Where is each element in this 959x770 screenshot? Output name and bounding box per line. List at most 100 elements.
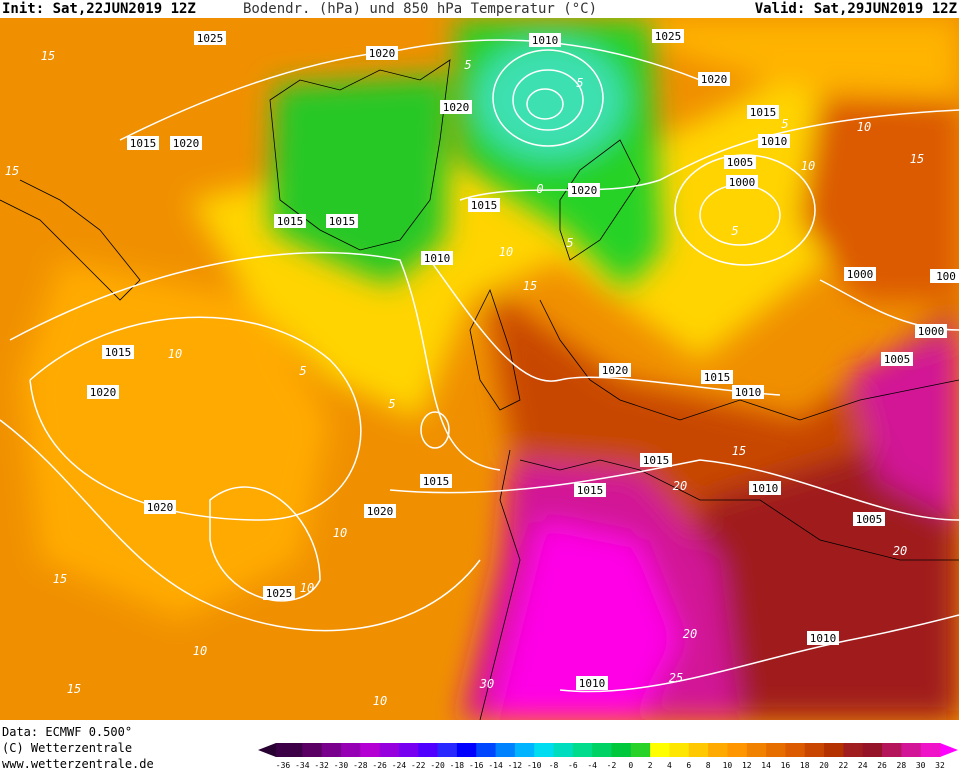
isobar-label: 1025 <box>655 30 682 43</box>
temperature-label: 10 <box>300 581 314 595</box>
isobar-label-box <box>724 155 756 169</box>
temperature-label: 0 <box>536 182 543 196</box>
temperature-label: 5 <box>781 117 788 131</box>
temperature-label: 15 <box>53 572 67 586</box>
isobar-label-box <box>807 631 839 645</box>
isobar-label-box <box>440 100 472 114</box>
isobar-label-box <box>930 269 959 283</box>
isobar-label-box <box>102 345 134 359</box>
colorbar-segment <box>630 743 651 757</box>
isobar-label-box <box>263 586 295 600</box>
colorbar-segment <box>398 743 419 757</box>
map <box>0 18 959 720</box>
colorbar-tick-label: 12 <box>742 761 752 770</box>
isobar-label: 1020 <box>173 137 200 150</box>
isobar-label-box <box>170 136 202 150</box>
colorbar-segment <box>824 743 844 757</box>
colorbar-tick-label: 16 <box>781 761 791 770</box>
colorbar-tick-label: -14 <box>488 761 503 770</box>
isobar-label-box <box>640 453 672 467</box>
isobar-label: 1025 <box>266 587 293 600</box>
isobar-label-box <box>599 363 631 377</box>
isobar-label: 1005 <box>727 156 754 169</box>
isobar-label: 1010 <box>810 632 837 645</box>
isobar-label-box <box>144 500 176 514</box>
colorbar-segment <box>669 743 690 757</box>
colorbar-tick-label: -18 <box>450 761 465 770</box>
isobar-label: 1015 <box>471 199 498 212</box>
colorbar-segment <box>340 743 361 757</box>
colorbar-tick-label: -24 <box>392 761 407 770</box>
colorbar-tick-label: 6 <box>686 761 691 770</box>
colorbar-segment <box>553 743 574 757</box>
colorbar-segment <box>920 743 941 757</box>
isobar-label-box <box>127 136 159 150</box>
colorbar-tick-label: 28 <box>897 761 907 770</box>
colorbar-tick-label: -20 <box>430 761 445 770</box>
isobar-label: 1020 <box>367 505 394 518</box>
temperature-label: 15 <box>41 49 55 63</box>
colorbar-segment <box>804 743 825 757</box>
isobar-label: 1010 <box>424 252 451 265</box>
isobar-label: 1015 <box>329 215 356 228</box>
valid-time: Valid: Sat,29JUN2019 12Z <box>755 1 957 17</box>
colorbar-segment <box>514 743 535 757</box>
colorbar-tick-label: -4 <box>587 761 597 770</box>
colorbar-tick-label: 4 <box>667 761 672 770</box>
isobar-label: 1015 <box>105 346 132 359</box>
colorbar-arrow-right <box>940 743 958 757</box>
isobar-label-box <box>758 134 790 148</box>
colorbar-tick-label: -34 <box>295 761 310 770</box>
colorbar-segment <box>592 743 612 757</box>
colorbar-segment <box>650 743 670 757</box>
temperature-label: 15 <box>732 444 746 458</box>
isobar-label-box <box>364 504 396 518</box>
temperature-label: 10 <box>857 120 871 134</box>
colorbar-tick-label: 0 <box>628 761 633 770</box>
colorbar-segment <box>882 743 902 757</box>
colorbar-segment <box>843 743 864 757</box>
temperature-label: 20 <box>673 479 687 493</box>
isobar-label-box <box>726 175 758 189</box>
isobar-label-box <box>652 29 684 43</box>
colorbar-segment <box>437 743 458 757</box>
isobar-label: 1020 <box>369 47 396 60</box>
colorbar-tick-label: -22 <box>411 761 426 770</box>
isobar-label-box <box>576 676 608 690</box>
isobar-label: 1020 <box>602 364 629 377</box>
temperature-label: 15 <box>523 279 537 293</box>
temperature-label: 10 <box>193 644 207 658</box>
isobar-label-box <box>844 267 876 281</box>
colorbar-tick-label: 20 <box>819 761 829 770</box>
colorbar-tick-label: -12 <box>508 761 523 770</box>
isobar-label: 1010 <box>532 34 559 47</box>
colorbar-tick-label: 10 <box>723 761 733 770</box>
colorbar-segment <box>727 743 748 757</box>
colorbar-tick-label: 2 <box>648 761 653 770</box>
init-time: Init: Sat,22JUN2019 12Z <box>2 1 196 17</box>
temperature-label: 10 <box>499 245 513 259</box>
colorbar-tick-label: -16 <box>469 761 484 770</box>
isobar-label: 1015 <box>130 137 157 150</box>
colorbar-tick-label: -2 <box>607 761 617 770</box>
isobar-label: 1020 <box>147 501 174 514</box>
isobar-label: 1000 <box>847 268 874 281</box>
colorbar-tick-label: -36 <box>276 761 291 770</box>
isobar-label-box <box>881 352 913 366</box>
temperature-label: 10 <box>333 526 347 540</box>
temperature-label: 20 <box>683 627 697 641</box>
isobar-label: 1000 <box>918 325 945 338</box>
isobar-label: 1005 <box>856 513 883 526</box>
colorbar-segment <box>746 743 767 757</box>
temperature-label: 15 <box>910 152 924 166</box>
colorbar-segment <box>476 743 497 757</box>
isobar-label: 1020 <box>571 184 598 197</box>
colorbar-tick-label: -32 <box>314 761 329 770</box>
isobar-label-box <box>747 105 779 119</box>
isobar-label: 1000 <box>729 176 756 189</box>
temperature-label: 5 <box>464 58 471 72</box>
isobar-label-box <box>87 385 119 399</box>
isobar-label-box <box>915 324 947 338</box>
isobar-label-box <box>568 183 600 197</box>
